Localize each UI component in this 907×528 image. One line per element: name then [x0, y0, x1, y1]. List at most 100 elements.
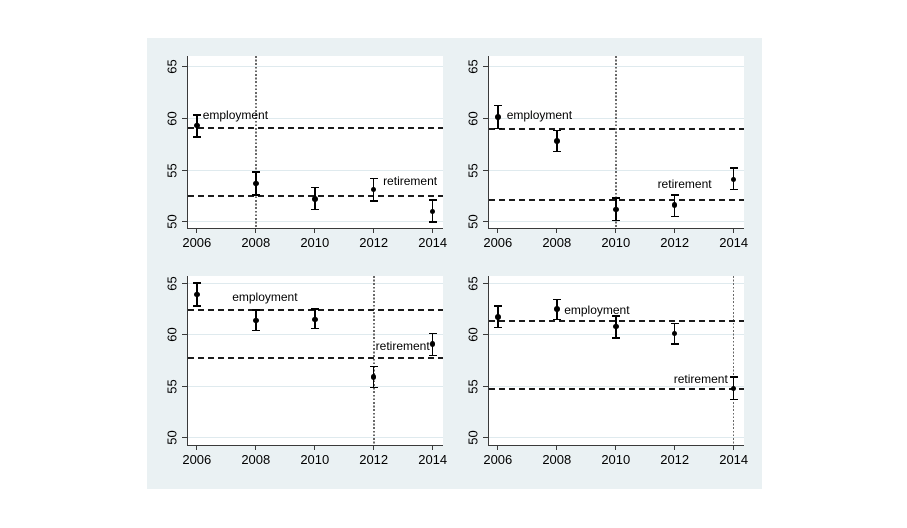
errorbar-cap-bottom	[552, 318, 561, 321]
errorbar-cap-bottom	[428, 354, 437, 357]
data-point	[671, 330, 678, 337]
x-tick-label: 2008	[241, 452, 271, 467]
y-tick-label: 55	[465, 162, 481, 178]
y-tick-label: 65	[465, 275, 481, 291]
errorbar-cap-bottom	[251, 194, 260, 196]
gridline-y-50	[489, 221, 744, 223]
y-tick-label: 60	[465, 327, 481, 342]
errorbar-cap-top	[670, 322, 679, 325]
gridline-y-60	[489, 117, 744, 119]
x-tick-label: 2010	[300, 452, 330, 467]
retirement-line	[489, 388, 744, 391]
errorbar-cap-bottom	[369, 386, 378, 389]
errorbar-cap-top	[552, 129, 561, 132]
retirement-label: retirement	[657, 177, 712, 192]
data-point	[312, 316, 318, 323]
errorbar-cap-bottom	[192, 305, 201, 307]
retirement-label: retirement	[673, 372, 728, 387]
x-tick-label: 2008	[241, 235, 271, 250]
plot-area-bottom-left: 50 55 60 65 2006 2008 2010 2012 2014 employment re…	[165, 276, 448, 467]
errorbar-cap-bottom	[493, 127, 502, 130]
gridline-y-55	[489, 169, 744, 171]
gridline-y-50	[188, 221, 443, 223]
x-tick-mark	[373, 229, 375, 233]
gridline-y-50	[489, 437, 744, 439]
errorbar-cap-top	[611, 197, 620, 199]
y-tick-mark	[483, 385, 488, 387]
data-point	[613, 323, 619, 330]
y-tick-mark	[182, 117, 187, 119]
y-tick-mark	[182, 334, 187, 336]
errorbar-cap-bottom	[552, 150, 561, 153]
gridline-y-65	[188, 65, 443, 67]
errorbar-cap-bottom	[670, 215, 679, 218]
errorbar-cap-top	[729, 167, 738, 169]
x-tick-label: 2010	[601, 452, 631, 467]
x-tick-mark	[733, 446, 735, 450]
errorbar-cap-bottom	[611, 219, 620, 222]
y-tick-label: 55	[164, 162, 180, 178]
data-point	[495, 314, 501, 320]
y-tick-label: 55	[164, 379, 180, 394]
data-point	[554, 138, 560, 144]
gridline-y-55	[188, 385, 443, 387]
errorbar-cap-top	[611, 315, 620, 317]
x-tick-mark	[497, 229, 499, 233]
errorbar-cap-bottom	[310, 208, 319, 211]
errorbar-cap-top	[310, 186, 319, 189]
y-tick-mark	[182, 385, 187, 387]
data-point	[730, 385, 737, 392]
errorbar-cap-bottom	[729, 398, 738, 401]
vertical-reference-line	[373, 276, 375, 445]
x-tick-mark	[733, 229, 735, 233]
errorbar-cap-top	[192, 114, 201, 116]
employment-line	[188, 126, 443, 129]
employment-label: employment	[506, 107, 573, 122]
data-point	[194, 122, 200, 129]
y-tick-mark	[483, 117, 488, 119]
x-tick-label: 2006	[182, 235, 212, 250]
errorbar-cap-bottom	[369, 200, 378, 202]
x-tick-label: 2014	[719, 235, 749, 250]
x-tick-label: 2014	[418, 452, 448, 467]
plot-area-top-left: 50 55 60 65 2006 2008 2010 2012 2014 employment re…	[165, 56, 447, 250]
y-tick-mark	[483, 437, 488, 439]
x-tick-mark	[432, 446, 434, 450]
gridline-y-55	[188, 169, 443, 171]
vertical-reference-line	[732, 276, 735, 445]
x-tick-label: 2010	[601, 235, 631, 250]
gridline-y-60	[188, 334, 443, 336]
errorbar-cap-top	[670, 194, 679, 196]
retirement-label: retirement	[375, 339, 430, 354]
x-tick-mark	[432, 229, 434, 233]
errorbar-cap-top	[552, 298, 561, 301]
x-tick-mark	[255, 229, 257, 233]
x-tick-label: 2012	[660, 235, 690, 250]
y-tick-mark	[483, 221, 488, 223]
x-tick-mark	[497, 446, 499, 450]
x-tick-mark	[314, 446, 316, 450]
x-tick-label: 2012	[359, 452, 389, 467]
x-tick-mark	[196, 229, 198, 233]
x-tick-label: 2008	[542, 235, 572, 250]
x-tick-label: 2006	[483, 452, 513, 467]
x-tick-mark	[373, 446, 375, 450]
gridline-y-50	[188, 437, 443, 439]
errorbar-cap-top	[310, 308, 319, 310]
data-point	[495, 114, 501, 120]
vertical-reference-line	[615, 56, 617, 228]
gridline-y-65	[489, 65, 744, 67]
errorbar-cap-top	[428, 332, 437, 335]
data-point	[730, 176, 737, 183]
errorbar-cap-bottom	[251, 329, 260, 332]
x-tick-mark	[674, 229, 676, 233]
data-point	[194, 291, 200, 298]
y-tick-mark	[483, 334, 488, 336]
y-tick-mark	[182, 169, 187, 171]
x-tick-mark	[556, 446, 558, 450]
y-tick-label: 60	[465, 110, 481, 126]
y-tick-mark	[182, 282, 187, 284]
employment-label: employment	[564, 302, 630, 317]
y-tick-label: 65	[164, 59, 180, 74]
data-point	[429, 341, 436, 347]
